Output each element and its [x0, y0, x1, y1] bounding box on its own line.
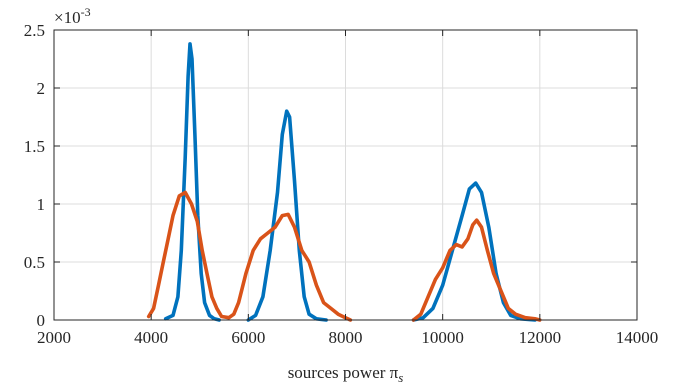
- x-tick-label: 4000: [134, 328, 168, 347]
- x-axis-label-subscript: s: [398, 370, 403, 385]
- y-exponent-base: ×10: [54, 8, 81, 27]
- x-axis-label-text: sources power π: [288, 363, 399, 382]
- y-tick-label: 2.5: [24, 21, 45, 40]
- series-2-line: [146, 190, 353, 322]
- series-1-line: [246, 109, 328, 322]
- series-group: [146, 42, 542, 322]
- y-tick-label: 1.5: [24, 137, 45, 156]
- y-axis-exponent: ×10-3: [54, 5, 91, 27]
- x-tick-label: 10000: [421, 328, 464, 347]
- series-1-line: [163, 42, 221, 322]
- y-exponent-power: -3: [81, 5, 91, 19]
- ticks: 2000 4000 6000 8000 10000 12000 14000 0 0.5 1 1.5 2…: [24, 21, 659, 347]
- series-1-line: [411, 181, 537, 322]
- x-tick-label: 6000: [231, 328, 265, 347]
- y-tick-label: 1: [37, 195, 46, 214]
- x-tick-label: 12000: [519, 328, 562, 347]
- grid: [54, 30, 637, 320]
- y-tick-label: 2: [37, 79, 46, 98]
- x-tick-label: 8000: [329, 328, 363, 347]
- y-tick-label: 0: [37, 311, 46, 330]
- x-tick-label: 2000: [37, 328, 71, 347]
- y-tick-label: 0.5: [24, 253, 45, 272]
- x-axis-label: sources power πs: [288, 363, 404, 385]
- series-2-line: [411, 218, 542, 322]
- x-tick-label: 14000: [616, 328, 659, 347]
